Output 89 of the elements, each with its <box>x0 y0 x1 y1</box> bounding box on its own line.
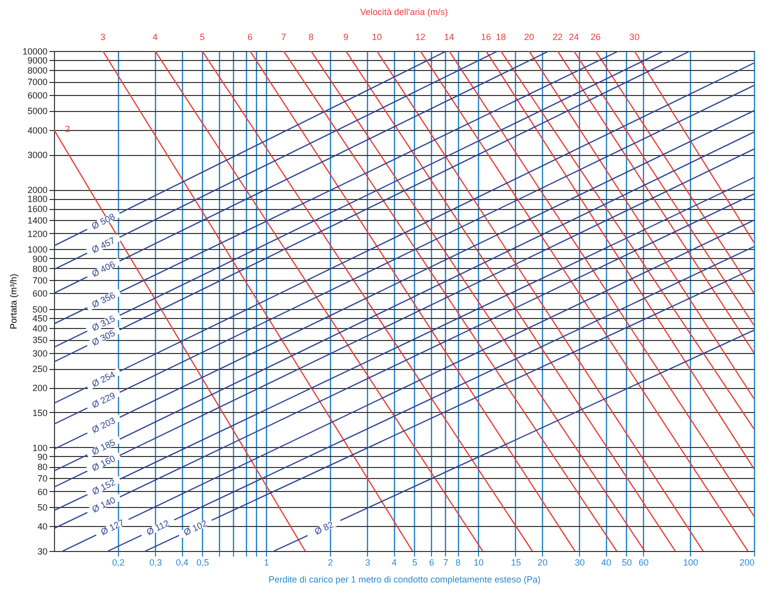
y-tick-label: 80 <box>37 462 48 472</box>
y-tick-label: 1400 <box>27 216 48 226</box>
y-tick-label: 50 <box>37 502 48 513</box>
series-label: 10 <box>372 32 382 42</box>
y-tick-label: 8000 <box>27 66 48 76</box>
y-tick-label: 1600 <box>27 204 48 214</box>
y-tick-label: 6000 <box>27 90 48 100</box>
y-tick-label: 1800 <box>27 194 48 204</box>
x-tick-label: 2 <box>328 558 333 568</box>
y-tick-label: 300 <box>32 348 48 358</box>
y-tick-label: 450 <box>32 313 48 324</box>
x-axis-title: Perdite di carico per 1 metro di condotto completamente esteso (Pa) <box>268 574 541 584</box>
x-tick-label: 15 <box>510 558 521 568</box>
text: Ø 82 <box>313 519 335 537</box>
text: Ø 112 <box>144 518 171 538</box>
text: Ø 508 <box>90 211 116 232</box>
text: Ø 127 <box>99 517 126 538</box>
y-tick-label: 900 <box>32 254 48 264</box>
y-tick-label: 500 <box>32 304 48 314</box>
series-label: 4 <box>152 32 158 42</box>
y-tick-label: 70 <box>37 474 48 484</box>
y-tick-label: 350 <box>32 335 48 346</box>
y-tick-label: 90 <box>37 452 48 462</box>
y-tick-label: 30 <box>37 546 48 556</box>
y-tick-label: 800 <box>32 264 48 274</box>
y-tick-label: 100 <box>32 442 48 453</box>
x-tick-label: 0,4 <box>176 558 188 568</box>
text: Ø 457 <box>90 235 117 256</box>
text: Ø 254 <box>90 369 117 390</box>
series-label: 12 <box>415 32 426 42</box>
series-label: 26 <box>590 32 601 42</box>
x-tick-label: 5 <box>412 558 418 568</box>
x-tick-label: 50 <box>622 558 632 568</box>
x-tick-label: 4 <box>392 558 397 568</box>
x-tick-label: 10 <box>474 558 484 568</box>
series-label: 6 <box>247 32 253 42</box>
y-tick-label: 7000 <box>27 77 48 88</box>
x-tick-label: 30 <box>574 558 585 568</box>
y-tick-label: 200 <box>32 383 48 394</box>
y-tick-label: 4000 <box>27 125 48 136</box>
y-tick-label: 600 <box>32 288 48 299</box>
y-tick-label: 10000 <box>22 46 48 56</box>
text: Ø 185 <box>90 437 117 457</box>
series-label: 3 <box>100 32 106 42</box>
x-tick-label: 7 <box>443 558 448 568</box>
chart-title: Velocità dell'aria (m/s) <box>360 7 448 17</box>
text: Ø 140 <box>90 494 117 515</box>
y-tick-label: 2000 <box>27 185 48 196</box>
series-label: 18 <box>496 32 506 42</box>
text: Ø 229 <box>90 390 117 410</box>
y-tick-label: 9000 <box>27 56 48 66</box>
y-tick-label: 1000 <box>27 244 48 255</box>
x-tick-label: 0,2 <box>112 558 125 568</box>
x-tick-label: 6 <box>429 558 434 568</box>
text: Ø 356 <box>90 290 117 310</box>
x-tick-label: 8 <box>456 558 461 568</box>
series-label: 20 <box>524 32 534 42</box>
x-tick-label: 20 <box>537 558 548 568</box>
y-axis-title: Portata (m³/h) <box>8 274 18 330</box>
series-label: 5 <box>200 32 205 42</box>
y-tick-label: 5000 <box>27 106 48 116</box>
x-tick-label: 200 <box>739 558 754 568</box>
series-label: 16 <box>481 32 492 42</box>
y-tick-label: 700 <box>32 275 48 286</box>
y-tick-label: 400 <box>32 324 48 334</box>
text: Ø 152 <box>90 477 117 497</box>
series-label: 8 <box>308 32 314 42</box>
text: Ø 102 <box>182 518 209 538</box>
series-label: 24 <box>568 32 579 42</box>
x-tick-label: 3 <box>365 558 370 568</box>
y-tick-label: 250 <box>32 364 48 374</box>
x-tick-label: 100 <box>683 558 698 568</box>
y-tick-label: 60 <box>37 486 48 497</box>
series-label: 9 <box>343 32 348 42</box>
y-tick-label: 150 <box>32 408 48 418</box>
series-label: 14 <box>444 32 454 42</box>
y-tick-label: 3000 <box>27 150 48 160</box>
y-tick-label: 40 <box>37 522 48 532</box>
y-tick-label: 1200 <box>27 228 48 239</box>
series-label: 30 <box>629 32 640 42</box>
x-tick-label: 1 <box>264 558 270 568</box>
text: Ø 406 <box>90 259 117 279</box>
x-tick-label: 60 <box>638 558 649 568</box>
series-label: 7 <box>281 32 286 42</box>
x-tick-label: 40 <box>601 558 612 568</box>
series-label: 22 <box>552 32 563 42</box>
x-tick-label: 0,3 <box>149 558 162 568</box>
text: Ø 203 <box>90 415 117 436</box>
x-tick-label: 0,5 <box>196 558 209 568</box>
